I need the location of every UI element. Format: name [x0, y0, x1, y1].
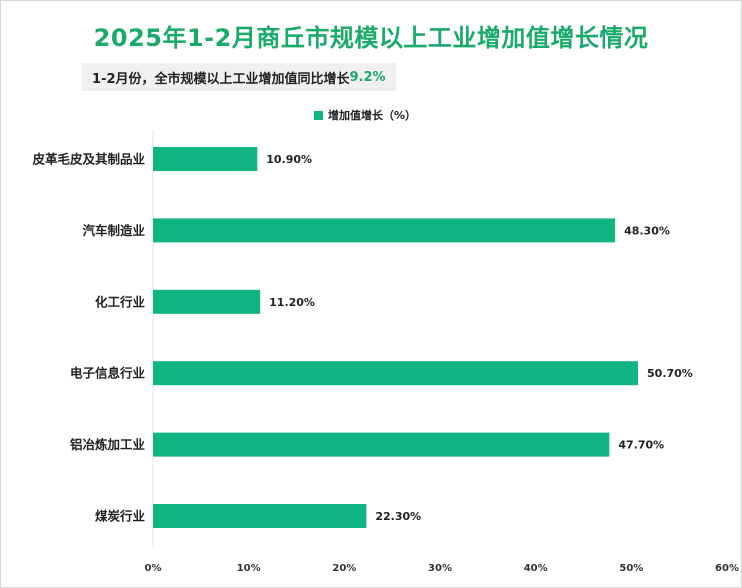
- category-label: 煤炭行业: [95, 509, 146, 524]
- category-label: 化工行业: [95, 294, 146, 309]
- bar: [153, 504, 367, 528]
- bar: [153, 361, 639, 386]
- category-label: 汽车制造业: [82, 223, 145, 238]
- subtitle-box: 1-2月份，全市规模以上工业增加值同比增长 9.2%: [82, 63, 396, 91]
- bar: [153, 432, 610, 457]
- category-label: 电子信息行业: [70, 366, 146, 381]
- legend-swatch: [314, 110, 323, 120]
- data-label: 50.70%: [647, 367, 693, 380]
- x-tick-label: 40%: [524, 563, 548, 574]
- data-label: 48.30%: [624, 224, 670, 237]
- category-label: 皮革毛皮及其制品业: [31, 152, 145, 167]
- legend: 增加值增长（%）: [314, 107, 416, 123]
- bar: [153, 147, 258, 171]
- subtitle-text: 1-2月份，全市规模以上工业增加值同比增长: [92, 71, 350, 87]
- chart-title: 2025年1-2月商丘市规模以上工业增加值增长情况: [93, 24, 649, 52]
- x-tick-label: 60%: [715, 563, 739, 574]
- bar: [153, 218, 616, 243]
- data-label: 22.30%: [375, 510, 421, 523]
- data-label: 11.20%: [269, 296, 315, 309]
- x-tick-label: 30%: [428, 563, 452, 574]
- subtitle-highlight: 9.2%: [349, 69, 386, 85]
- category-label: 铝冶炼加工业: [70, 437, 146, 452]
- x-tick-label: 20%: [332, 563, 356, 574]
- bar: [153, 289, 261, 314]
- data-label: 47.70%: [618, 439, 664, 452]
- x-tick-label: 50%: [619, 563, 643, 574]
- data-label: 10.90%: [266, 153, 312, 166]
- x-tick-label: 10%: [237, 563, 261, 574]
- x-tick-label: 0%: [145, 563, 162, 574]
- legend-label: 增加值增长（%）: [328, 109, 417, 122]
